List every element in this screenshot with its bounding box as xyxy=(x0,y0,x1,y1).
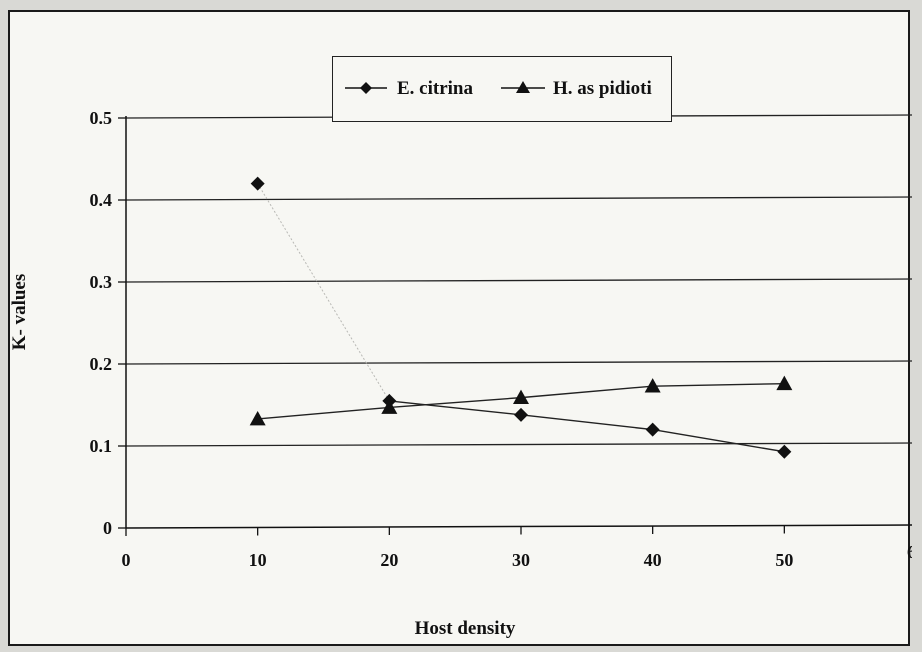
series-line-h-aspidioti xyxy=(257,406,390,420)
y-tick-label: 0.4 xyxy=(90,190,113,210)
x-tick-label: 60 xyxy=(907,542,912,562)
x-tick-label: 50 xyxy=(775,550,793,570)
x-tick-label: 30 xyxy=(512,550,530,570)
series-line-e-citrina xyxy=(389,400,522,416)
x-axis-line xyxy=(125,524,912,529)
x-tick-label: 10 xyxy=(249,550,267,570)
data-point-h-aspidioti xyxy=(381,399,398,414)
series-line-h-aspidioti xyxy=(520,385,653,399)
data-point-e-citrina xyxy=(777,444,792,459)
y-gridline xyxy=(125,196,912,201)
data-point-h-aspidioti xyxy=(644,378,661,393)
chart-legend: E. citrina H. as pidioti xyxy=(332,56,672,122)
y-tick-label: 0.3 xyxy=(90,272,113,292)
y-tick-label: 0.1 xyxy=(90,436,113,456)
series-line-h-aspidioti xyxy=(652,382,785,387)
x-tick-label: 0 xyxy=(122,550,131,570)
y-gridline xyxy=(125,442,912,447)
legend-label-e-citrina: E. citrina xyxy=(397,78,473,99)
data-point-h-aspidioti xyxy=(249,410,266,426)
legend-marker-e-citrina xyxy=(360,82,372,94)
y-tick-label: 0.5 xyxy=(90,108,113,128)
y-tick-label: 0.2 xyxy=(90,354,113,374)
x-tick-label: 20 xyxy=(380,550,398,570)
series-line-h-aspidioti xyxy=(389,396,522,409)
y-tick-label: 0 xyxy=(103,518,112,538)
y-axis-label: K- values xyxy=(9,273,30,351)
data-point-e-citrina xyxy=(250,176,265,191)
legend-marker-h-aspidioti xyxy=(516,81,530,93)
x-axis-label: Host density xyxy=(414,618,516,639)
data-point-e-citrina xyxy=(645,422,660,437)
series-line-e-citrina xyxy=(520,414,653,431)
data-point-h-aspidioti xyxy=(513,389,529,405)
y-gridline xyxy=(125,278,912,283)
y-gridline xyxy=(125,360,912,365)
data-point-e-citrina xyxy=(514,407,528,422)
legend-label-h-aspidioti: H. as pidioti xyxy=(553,78,652,99)
series-line-e-citrina xyxy=(257,183,390,402)
data-point-h-aspidioti xyxy=(776,375,793,391)
series-line-e-citrina xyxy=(652,428,785,453)
legend-canvas: E. citrina H. as pidioti xyxy=(345,78,652,99)
x-tick-label: 40 xyxy=(644,550,662,570)
chart-frame: 0 0.1 0.2 0.3 0.4 0.5 0 10 20 30 40 50 60 E. citrina… xyxy=(8,10,912,646)
